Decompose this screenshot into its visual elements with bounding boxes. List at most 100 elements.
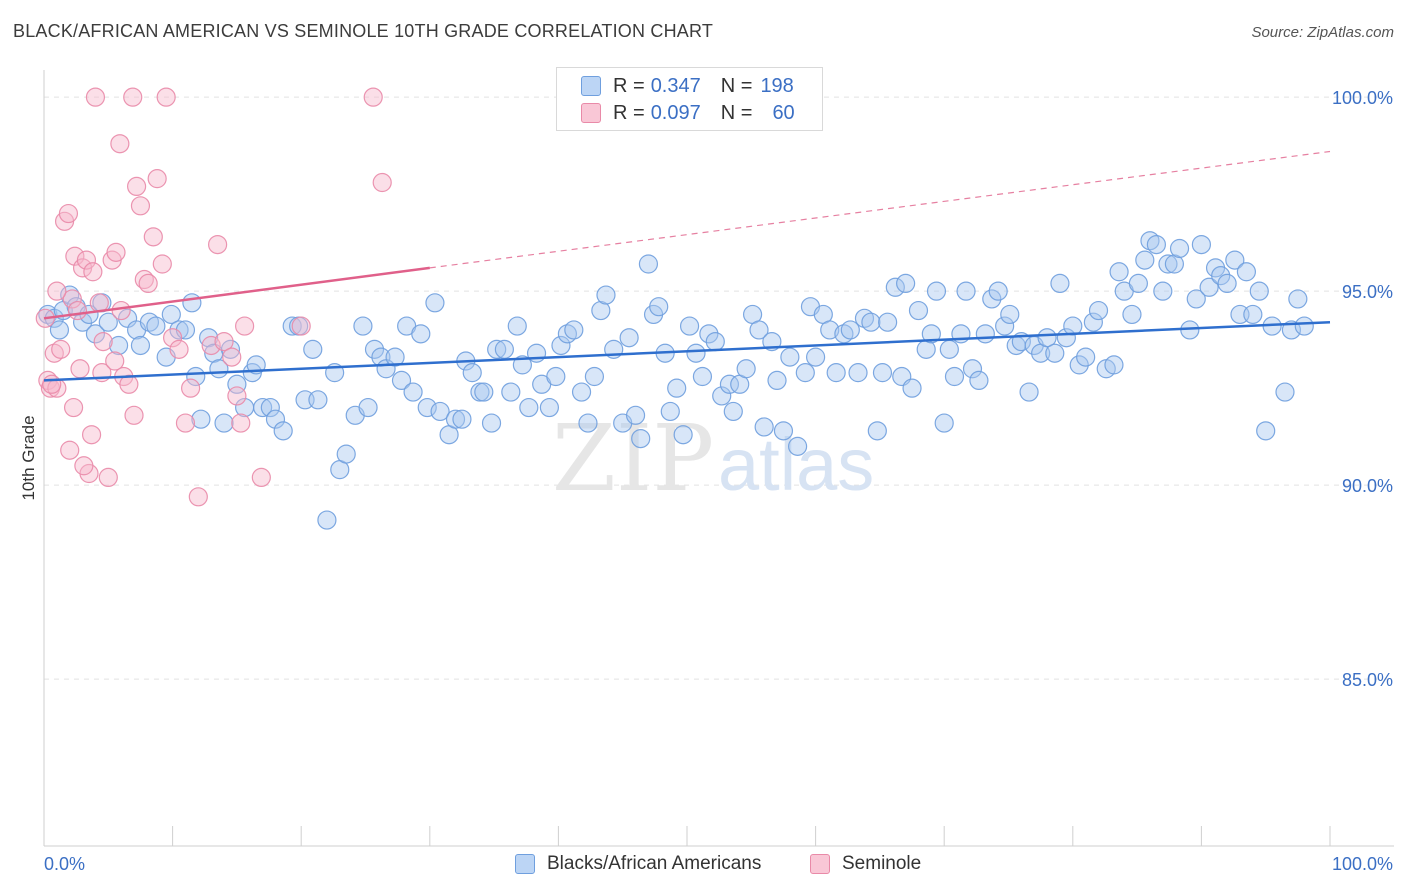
point-seminole xyxy=(47,281,67,301)
point-blacks xyxy=(956,281,976,301)
point-blacks xyxy=(452,409,472,429)
point-seminole xyxy=(181,378,201,398)
point-blacks xyxy=(1217,273,1237,293)
point-blacks xyxy=(462,363,482,383)
point-blacks xyxy=(1186,289,1206,309)
point-blacks xyxy=(1109,262,1129,282)
point-blacks xyxy=(487,339,507,359)
gridlines xyxy=(44,96,1394,680)
chart-title: BLACK/AFRICAN AMERICAN VS SEMINOLE 10TH … xyxy=(13,21,714,41)
point-blacks xyxy=(519,397,539,418)
legend-row-blacks: R = 0.347 N = 198 xyxy=(581,73,794,99)
point-seminole xyxy=(163,328,183,348)
point-blacks xyxy=(975,324,995,344)
point-seminole xyxy=(83,262,103,282)
point-blacks xyxy=(253,397,273,418)
point-blacks xyxy=(848,363,868,383)
point-blacks xyxy=(625,405,646,425)
point-seminole xyxy=(123,87,143,107)
point-blacks xyxy=(512,355,532,375)
point-blacks xyxy=(805,347,826,367)
point-blacks xyxy=(749,320,769,340)
point-blacks xyxy=(130,335,151,356)
point-seminole xyxy=(251,467,271,487)
point-blacks xyxy=(108,335,129,356)
point-seminole xyxy=(85,87,106,107)
point-blacks xyxy=(969,370,989,390)
point-blacks xyxy=(1199,277,1219,297)
r-value: 0.097 xyxy=(650,101,701,124)
point-blacks xyxy=(1037,328,1057,348)
point-blacks xyxy=(584,366,605,387)
legend-label: Blacks/African Americans xyxy=(547,853,762,874)
point-blacks xyxy=(591,300,611,321)
point-blacks xyxy=(336,444,356,464)
trend-line-seminole xyxy=(43,266,430,320)
point-blacks xyxy=(944,366,965,387)
point-blacks xyxy=(982,289,1002,309)
point-blacks xyxy=(820,320,840,340)
point-seminole xyxy=(214,332,234,352)
point-blacks xyxy=(826,363,846,383)
legend-row-seminole: R = 0.097 N = 60 xyxy=(581,100,795,126)
point-blacks xyxy=(411,324,431,344)
n-label: N = xyxy=(720,101,753,124)
point-blacks xyxy=(872,363,893,383)
point-blacks xyxy=(861,312,881,332)
legend-item-blacks[interactable]: Blacks/African Americans xyxy=(515,852,761,876)
y-axis-label: 10th Grade xyxy=(19,415,38,500)
point-blacks xyxy=(260,397,280,418)
legend-label: Seminole xyxy=(842,853,922,874)
point-blacks xyxy=(353,316,373,336)
point-blacks xyxy=(962,359,983,379)
point-blacks xyxy=(364,339,385,359)
point-blacks xyxy=(1191,235,1212,255)
point-seminole xyxy=(222,347,242,367)
point-blacks xyxy=(186,366,206,387)
point-blacks xyxy=(146,316,166,336)
point-blacks xyxy=(1000,304,1020,325)
point-seminole xyxy=(138,273,158,293)
point-seminole xyxy=(175,413,196,433)
point-blacks xyxy=(896,273,916,293)
point-blacks xyxy=(667,378,687,398)
point-blacks xyxy=(692,366,713,387)
point-blacks xyxy=(1158,254,1178,274)
point-blacks xyxy=(723,401,743,422)
point-blacks xyxy=(995,316,1015,336)
point-blacks xyxy=(481,413,502,433)
point-seminole xyxy=(70,359,90,379)
point-seminole xyxy=(62,289,82,309)
point-seminole xyxy=(111,300,131,321)
point-blacks xyxy=(1045,343,1065,363)
point-blacks xyxy=(1146,235,1166,255)
tick-labels: 85.0% 90.0% 95.0% 100.0% 0.0% 100.0% xyxy=(44,88,1393,874)
point-blacks xyxy=(1128,273,1148,293)
point-seminole xyxy=(124,405,144,425)
point-blacks xyxy=(638,254,659,274)
point-seminole xyxy=(126,176,147,196)
point-blacks xyxy=(1281,320,1302,340)
point-blacks xyxy=(787,436,808,456)
point-blacks xyxy=(546,366,566,387)
point-blacks xyxy=(273,421,293,441)
point-seminole xyxy=(81,425,102,445)
point-blacks xyxy=(474,382,494,402)
point-blacks xyxy=(417,397,437,418)
legend-item-seminole[interactable]: Seminole xyxy=(810,852,921,876)
trend-line-seminole-extended xyxy=(429,150,1331,269)
pink-swatch xyxy=(810,854,830,874)
correlation-legend: R = 0.347 N = 198 R = 0.097 N = 60 xyxy=(556,67,823,131)
point-blacks xyxy=(1083,312,1103,332)
point-blacks xyxy=(596,285,616,305)
point-blacks xyxy=(571,382,592,402)
point-blacks xyxy=(317,510,337,530)
point-blacks xyxy=(191,409,211,429)
axes xyxy=(43,70,1394,847)
point-seminole xyxy=(93,332,113,352)
point-blacks xyxy=(403,382,423,402)
y-tick-label: 90.0% xyxy=(1342,476,1393,496)
point-seminole xyxy=(67,300,88,321)
point-seminole xyxy=(291,316,311,336)
point-blacks xyxy=(391,370,412,390)
